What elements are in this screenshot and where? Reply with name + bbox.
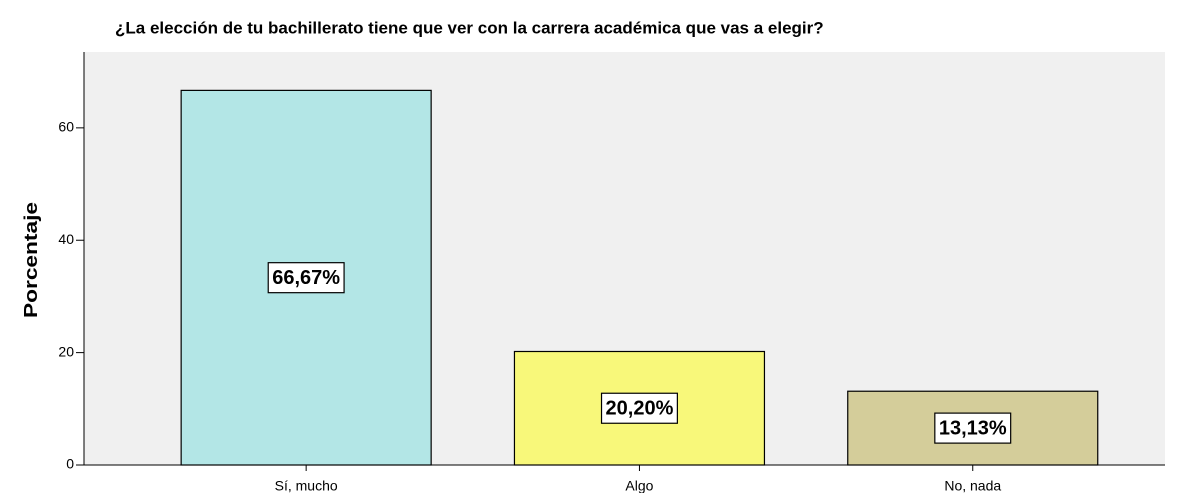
y-tick-label: 20 [58,343,74,359]
y-tick-label: 0 [66,456,74,472]
value-label-box [934,412,1012,444]
y-axis-label: Porcentaje [21,202,41,318]
value-label: 13,13% [939,417,1007,439]
x-tick-label: Sí, mucho [275,478,338,493]
y-tick-label: 40 [58,231,74,247]
value-label-box [267,262,345,294]
chart-title: ¿La elección de tu bachillerato tiene qu… [115,18,824,37]
y-tick-label: 60 [58,119,74,135]
value-label-box [600,392,678,424]
value-label: 66,67% [272,267,340,289]
value-label: 20,20% [606,398,674,420]
x-tick-label: No, nada [944,478,1001,493]
x-tick-label: Algo [625,478,653,493]
